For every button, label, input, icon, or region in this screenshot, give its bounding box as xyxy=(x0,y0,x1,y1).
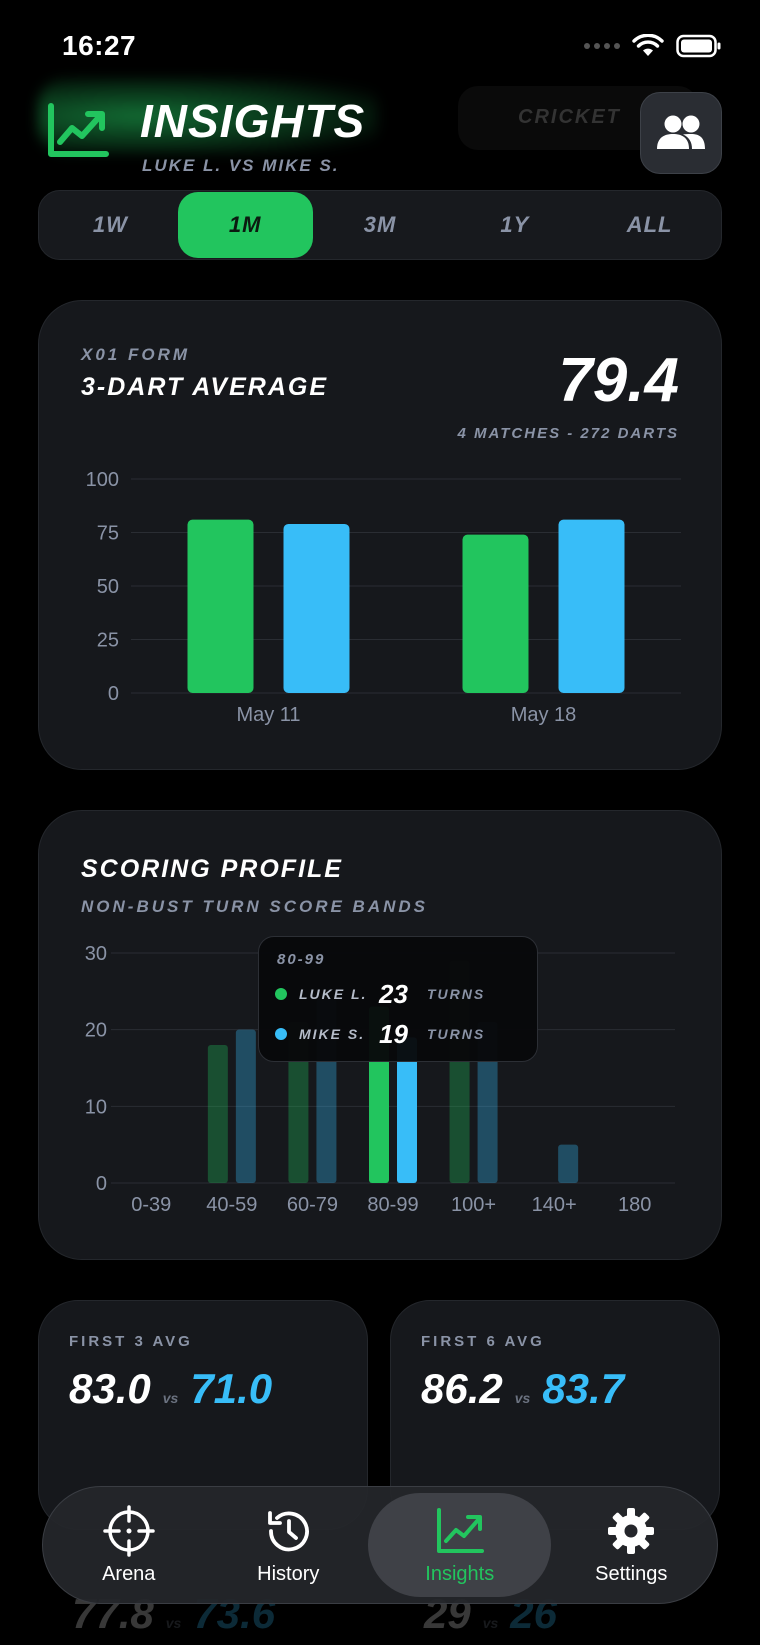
tooltip-dot-mike xyxy=(275,1028,287,1040)
tab-label: Settings xyxy=(595,1562,668,1585)
tab-settings[interactable]: Settings xyxy=(551,1493,711,1597)
range-selector: 1W 1M 3M 1Y ALL xyxy=(38,190,722,260)
players-button[interactable] xyxy=(640,92,722,174)
tab-label: Arena xyxy=(102,1562,156,1585)
stat-value-luke: 86.2 xyxy=(421,1365,503,1412)
tab-label: Insights xyxy=(425,1562,495,1585)
users-icon xyxy=(657,115,705,149)
form-card: X01 FORM 3-DART AVERAGE 79.4 4 MATCHES -… xyxy=(38,300,722,770)
tooltip-band: 80-99 xyxy=(277,951,326,968)
x-tick-label: 60-79 xyxy=(287,1194,338,1216)
status-time: 16:27 xyxy=(62,30,137,61)
range-tab-1w[interactable]: 1W xyxy=(92,212,128,237)
stat-value-mike: 71.0 xyxy=(190,1365,273,1412)
tooltip-unit: TURNS xyxy=(427,986,486,1002)
y-tick-label: 0 xyxy=(108,683,119,705)
range-tab-1m[interactable]: 1M xyxy=(177,192,313,258)
crosshair-icon xyxy=(103,1504,155,1557)
x-tick-label: 180 xyxy=(618,1194,651,1216)
chart-trend-icon xyxy=(48,103,109,157)
form-kicker: X01 FORM xyxy=(81,345,191,364)
tab-label: History xyxy=(257,1562,320,1585)
bar xyxy=(477,1022,498,1183)
battery-icon xyxy=(676,34,721,58)
bar xyxy=(558,1144,579,1183)
scoring-title: SCORING PROFILE xyxy=(81,855,343,883)
x-tick-label: May 18 xyxy=(511,704,577,726)
range-tab-all[interactable]: ALL xyxy=(626,212,673,237)
header: CRICKET INSIGHTS LUKE L. VS MIKE S. xyxy=(38,78,722,178)
tooltip-name: MIKE S. xyxy=(299,1026,366,1042)
tooltip-row-mike: MIKE S. 19 TURNS xyxy=(275,1019,485,1049)
stat-vs: vs xyxy=(162,1390,179,1406)
ghost-vs: vs xyxy=(482,1615,499,1631)
average-value: 79.4 xyxy=(558,346,679,415)
y-tick-label: 75 xyxy=(97,523,119,545)
range-tab-1y[interactable]: 1Y xyxy=(500,212,530,237)
tab-insights[interactable]: Insights xyxy=(368,1493,552,1597)
tab-bar: Arena History Insights xyxy=(42,1486,718,1604)
x-tick-label: 100+ xyxy=(451,1194,496,1216)
tooltip-value: 19 xyxy=(379,1018,408,1049)
form-title: 3-DART AVERAGE xyxy=(81,373,329,401)
y-tick-label: 30 xyxy=(85,943,107,965)
ghost-vs: vs xyxy=(165,1615,182,1631)
stat-label: FIRST 3 AVG xyxy=(69,1333,193,1350)
tooltip-name: LUKE L. xyxy=(299,986,368,1002)
bar xyxy=(462,534,529,693)
wifi-icon xyxy=(632,34,664,56)
y-tick-label: 100 xyxy=(86,469,119,491)
stat-label: FIRST 6 AVG xyxy=(421,1333,545,1350)
x-tick-label: 140+ xyxy=(532,1194,577,1216)
stat-value-luke: 83.0 xyxy=(69,1365,151,1412)
x-tick-label: 0-39 xyxy=(131,1194,171,1216)
stat-values: 86.2 vs 83.7 xyxy=(421,1365,624,1413)
bar xyxy=(207,1045,228,1183)
y-tick-label: 20 xyxy=(85,1020,107,1042)
average-chart[interactable]: 0 25 50 75 100 May 11 May 18 xyxy=(39,301,723,771)
y-tick-label: 0 xyxy=(96,1173,107,1195)
background-tab-label: CRICKET xyxy=(518,106,621,128)
x-tick-label: 80-99 xyxy=(367,1194,418,1216)
signal-icon xyxy=(584,43,620,49)
page-subtitle: LUKE L. VS MIKE S. xyxy=(142,156,340,175)
x-tick-label: May 11 xyxy=(236,704,300,726)
y-tick-label: 50 xyxy=(97,576,119,598)
stat-value-mike: 83.7 xyxy=(542,1365,625,1412)
chart-icon xyxy=(436,1507,484,1553)
stat-vs: vs xyxy=(514,1390,531,1406)
tab-history[interactable]: History xyxy=(209,1493,369,1597)
bar xyxy=(558,519,625,693)
y-tick-label: 10 xyxy=(85,1096,107,1118)
bar xyxy=(283,523,350,693)
bar xyxy=(397,1037,417,1183)
y-tick-label: 25 xyxy=(97,630,119,652)
status-bar: 16:27 xyxy=(0,0,760,90)
page-title: INSIGHTS xyxy=(140,95,366,147)
bar xyxy=(235,1029,256,1183)
x-tick-label: 40-59 xyxy=(206,1194,257,1216)
bar xyxy=(288,1022,309,1183)
tooltip-value: 23 xyxy=(379,978,408,1009)
bar xyxy=(187,519,254,693)
status-icons xyxy=(584,34,722,58)
tooltip-unit: TURNS xyxy=(427,1026,486,1042)
chart-tooltip: 80-99 LUKE L. 23 TURNS MIKE S. 19 TURNS xyxy=(258,936,538,1062)
scoring-subtitle: NON-BUST TURN SCORE BANDS xyxy=(81,897,428,916)
history-icon xyxy=(268,1510,310,1551)
form-meta: 4 MATCHES - 272 DARTS xyxy=(457,425,679,442)
range-tab-3m[interactable]: 3M xyxy=(363,212,397,237)
tooltip-dot-luke xyxy=(275,988,287,1000)
tooltip-row-luke: LUKE L. 23 TURNS xyxy=(275,979,485,1009)
gear-icon xyxy=(608,1507,655,1554)
tab-arena[interactable]: Arena xyxy=(49,1493,209,1597)
stat-values: 83.0 vs 71.0 xyxy=(69,1365,272,1413)
